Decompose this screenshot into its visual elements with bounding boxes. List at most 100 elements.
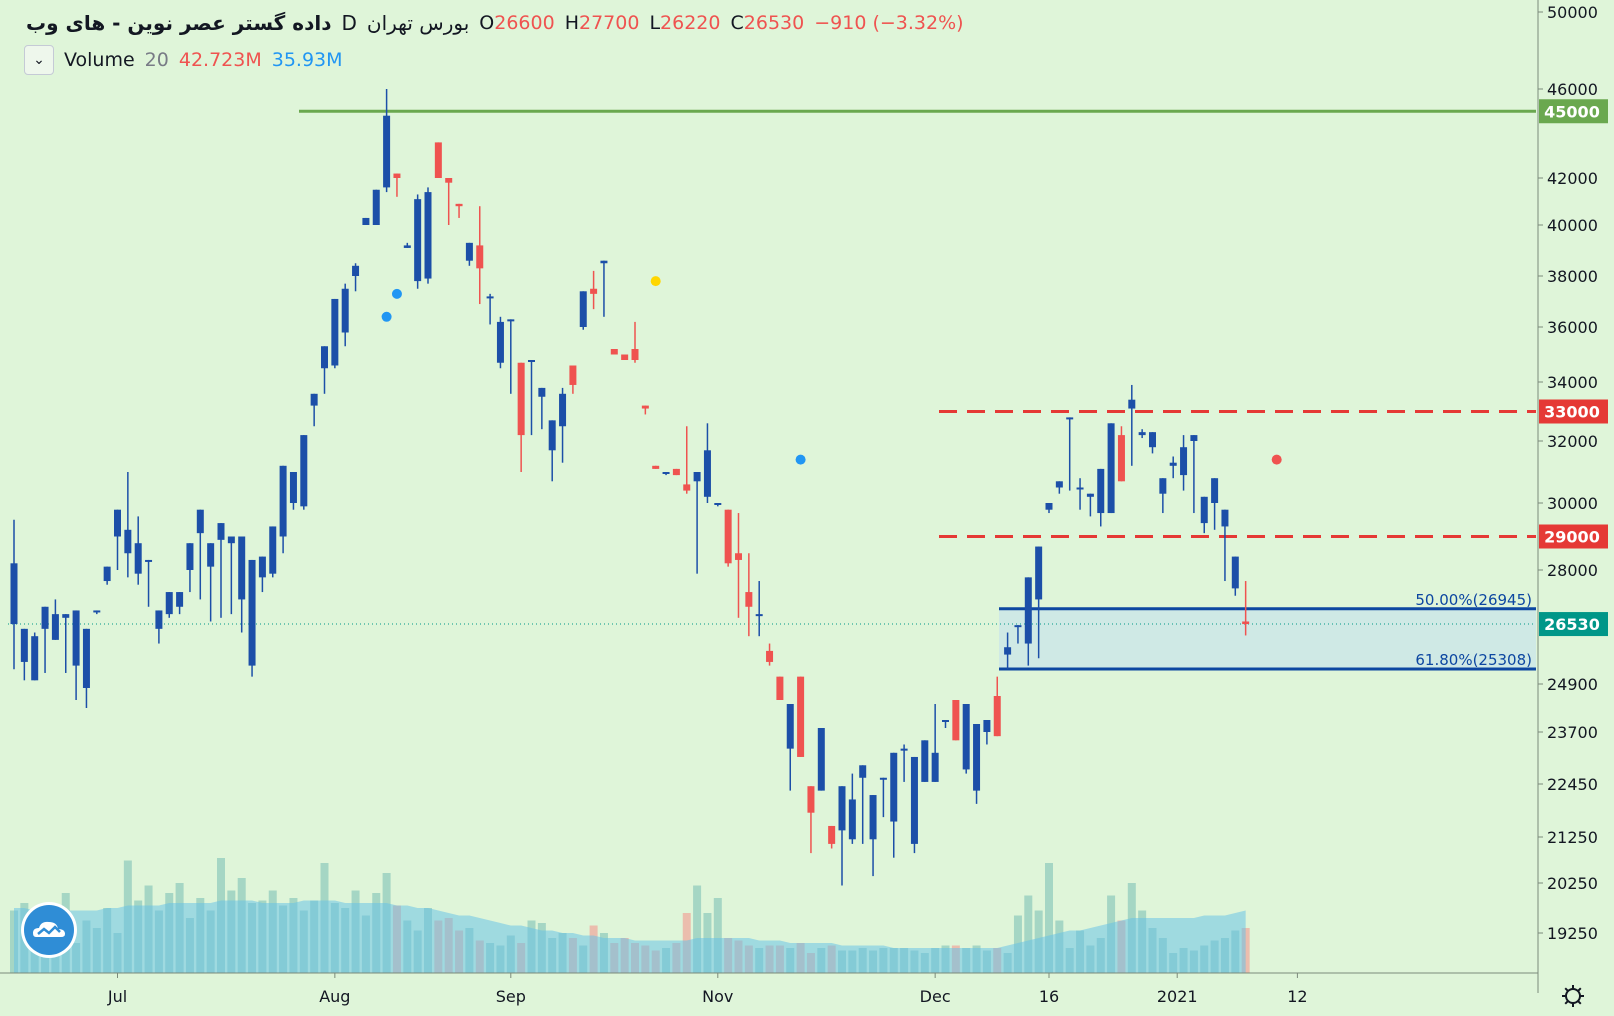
candle-body[interactable]	[103, 566, 111, 582]
price-axis[interactable]	[1538, 0, 1614, 1016]
candle-body[interactable]	[1169, 462, 1177, 466]
candle-body[interactable]	[879, 777, 887, 780]
candle-body[interactable]	[724, 509, 732, 564]
candle-body[interactable]	[538, 387, 546, 397]
interval-label[interactable]: D	[341, 11, 357, 35]
candle-body[interactable]	[703, 450, 711, 497]
candle-body[interactable]	[548, 420, 556, 451]
candle-body[interactable]	[465, 242, 473, 261]
candle-body[interactable]	[766, 650, 774, 662]
candle-body[interactable]	[238, 536, 246, 600]
candle-body[interactable]	[507, 319, 515, 322]
candle-body[interactable]	[62, 614, 70, 618]
candle-body[interactable]	[445, 178, 453, 183]
candle-body[interactable]	[269, 526, 277, 574]
candle-body[interactable]	[352, 265, 360, 276]
candle-body[interactable]	[1117, 435, 1125, 482]
tradingview-logo[interactable]	[24, 905, 74, 955]
candle-body[interactable]	[1149, 432, 1156, 448]
candle-body[interactable]	[1231, 556, 1239, 589]
candle-body[interactable]	[838, 786, 846, 831]
candle-body[interactable]	[1138, 432, 1146, 436]
candle-body[interactable]	[921, 740, 929, 782]
candle-body[interactable]	[652, 465, 660, 469]
candle-body[interactable]	[331, 298, 339, 366]
candle-body[interactable]	[973, 724, 981, 791]
candle-body[interactable]	[1045, 503, 1053, 510]
candle-body[interactable]	[134, 543, 142, 574]
candle-body[interactable]	[900, 748, 908, 751]
candle-body[interactable]	[528, 360, 535, 362]
candle-body[interactable]	[10, 563, 18, 625]
candle-body[interactable]	[590, 288, 598, 294]
candle-body[interactable]	[196, 509, 204, 534]
candle-body[interactable]	[993, 696, 1001, 737]
candle-body[interactable]	[817, 728, 825, 791]
candle-body[interactable]	[859, 765, 867, 778]
gear-icon[interactable]	[1562, 985, 1584, 1007]
candle-body[interactable]	[486, 296, 494, 299]
candle-body[interactable]	[1076, 487, 1084, 490]
candle-body[interactable]	[559, 393, 567, 427]
candle-body[interactable]	[869, 795, 877, 840]
volume-label[interactable]: Volume	[64, 49, 135, 71]
candle-body[interactable]	[745, 592, 753, 607]
candle-body[interactable]	[1107, 423, 1115, 514]
candle-body[interactable]	[714, 503, 722, 505]
candle-body[interactable]	[1066, 417, 1074, 420]
candle-body[interactable]	[1221, 509, 1229, 527]
candle-body[interactable]	[393, 173, 401, 178]
candle-body[interactable]	[114, 509, 121, 537]
candle-body[interactable]	[372, 189, 380, 225]
candle-body[interactable]	[496, 321, 504, 363]
candle-body[interactable]	[662, 472, 670, 474]
candle-body[interactable]	[72, 610, 80, 666]
candle-body[interactable]	[176, 592, 184, 607]
candle-body[interactable]	[31, 636, 39, 681]
candle-body[interactable]	[145, 559, 153, 562]
candle-body[interactable]	[693, 472, 701, 482]
candle-body[interactable]	[217, 523, 225, 540]
collapse-toggle-button[interactable]: ⌄	[24, 45, 54, 75]
candle-body[interactable]	[186, 543, 194, 570]
candle-body[interactable]	[641, 405, 649, 409]
candle-body[interactable]	[310, 393, 318, 406]
candle-body[interactable]	[207, 543, 215, 567]
candle-body[interactable]	[227, 536, 235, 544]
candle-body[interactable]	[631, 349, 639, 360]
candle-body[interactable]	[1242, 621, 1250, 625]
candle-body[interactable]	[962, 704, 970, 770]
candle-body[interactable]	[672, 468, 680, 476]
candle-body[interactable]	[1159, 478, 1167, 494]
candle-body[interactable]	[931, 752, 939, 782]
candle-body[interactable]	[807, 786, 815, 813]
candle-body[interactable]	[1004, 647, 1012, 655]
candle-body[interactable]	[786, 704, 794, 749]
candle-body[interactable]	[828, 825, 836, 844]
candle-body[interactable]	[1200, 496, 1208, 524]
candle-body[interactable]	[735, 553, 742, 560]
candle-body[interactable]	[279, 465, 287, 537]
candle-body[interactable]	[258, 556, 266, 578]
candle-body[interactable]	[621, 354, 629, 361]
candle-body[interactable]	[1128, 399, 1136, 409]
candle-body[interactable]	[1055, 481, 1063, 488]
candle-body[interactable]	[952, 700, 960, 741]
candle-body[interactable]	[1097, 468, 1105, 514]
candle-body[interactable]	[383, 115, 391, 188]
candle-body[interactable]	[517, 362, 525, 436]
candle-body[interactable]	[890, 752, 898, 822]
candle-body[interactable]	[1190, 435, 1198, 441]
candle-body[interactable]	[51, 614, 59, 640]
candle-body[interactable]	[797, 676, 805, 757]
candle-body[interactable]	[434, 142, 442, 178]
candle-body[interactable]	[1211, 478, 1219, 503]
candle-body[interactable]	[579, 291, 587, 327]
candle-body[interactable]	[20, 628, 28, 662]
candle-body[interactable]	[289, 472, 297, 503]
candle-body[interactable]	[155, 610, 163, 629]
candle-body[interactable]	[93, 610, 101, 613]
candle-body[interactable]	[569, 365, 577, 385]
candle-body[interactable]	[848, 799, 856, 840]
